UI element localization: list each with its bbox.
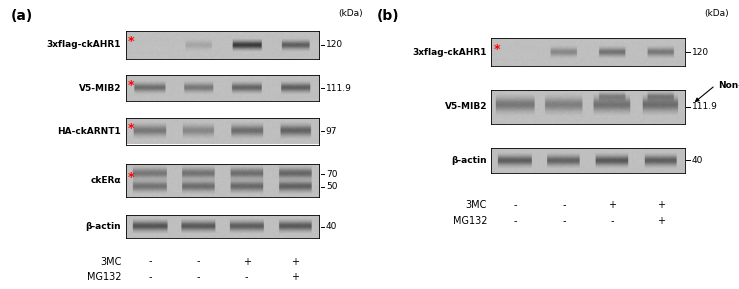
Text: (kDa): (kDa) (338, 9, 363, 18)
Text: -: - (562, 216, 566, 226)
Text: +: + (657, 200, 665, 210)
Text: -: - (610, 216, 614, 226)
Text: -: - (562, 200, 566, 210)
Text: V5-MIB2: V5-MIB2 (445, 102, 487, 112)
Text: β-actin: β-actin (452, 156, 487, 165)
Text: HA-ckARNT1: HA-ckARNT1 (58, 127, 121, 136)
Text: +: + (608, 200, 616, 210)
Text: 120: 120 (326, 40, 343, 49)
Text: 3MC: 3MC (100, 257, 121, 266)
Text: -: - (197, 273, 200, 282)
Text: -: - (148, 257, 151, 266)
Text: +: + (291, 273, 299, 282)
Text: +: + (242, 257, 251, 266)
Text: -: - (148, 273, 151, 282)
Text: MG132: MG132 (86, 273, 121, 282)
Text: ckERα: ckERα (91, 176, 121, 185)
Text: 97: 97 (326, 127, 338, 136)
Text: 3MC: 3MC (466, 200, 487, 210)
Text: (a): (a) (11, 9, 33, 23)
Text: 70: 70 (326, 170, 338, 179)
Text: +: + (657, 216, 665, 226)
Text: *: * (494, 43, 500, 55)
Text: *: * (128, 171, 134, 184)
Text: V5-MIB2: V5-MIB2 (79, 84, 121, 93)
Text: -: - (197, 257, 200, 266)
Text: 40: 40 (692, 156, 703, 165)
Text: Non-spec: Non-spec (718, 81, 739, 90)
Text: 50: 50 (326, 182, 338, 192)
Text: *: * (128, 36, 134, 48)
Text: MG132: MG132 (452, 216, 487, 226)
Text: +: + (291, 257, 299, 266)
Text: 3xflag-ckAHR1: 3xflag-ckAHR1 (47, 40, 121, 49)
Text: 40: 40 (326, 222, 337, 231)
Text: -: - (514, 200, 517, 210)
Text: 120: 120 (692, 47, 709, 57)
Text: 111.9: 111.9 (326, 84, 352, 93)
Text: *: * (128, 122, 134, 135)
Text: 3xflag-ckAHR1: 3xflag-ckAHR1 (412, 47, 487, 57)
Text: 111.9: 111.9 (692, 102, 718, 112)
Text: (b): (b) (377, 9, 400, 23)
Text: -: - (514, 216, 517, 226)
Text: -: - (245, 273, 248, 282)
Text: *: * (128, 79, 134, 92)
Text: (kDa): (kDa) (704, 9, 729, 18)
Text: β-actin: β-actin (86, 222, 121, 231)
